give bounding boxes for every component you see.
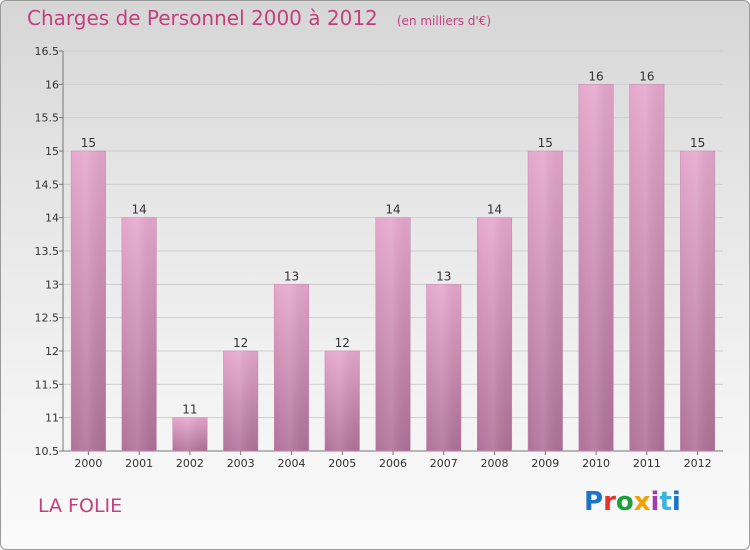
y-tick-label: 11 bbox=[45, 412, 59, 425]
x-tick-label: 2001 bbox=[125, 457, 153, 470]
bar-shine bbox=[375, 217, 411, 451]
y-tick-label: 13 bbox=[45, 278, 59, 291]
x-tick-label: 2007 bbox=[430, 457, 458, 470]
data-label: 13 bbox=[436, 269, 451, 283]
bar-shine bbox=[71, 151, 106, 451]
logo-letter: P bbox=[584, 487, 604, 517]
logo-letter: x bbox=[633, 487, 651, 517]
logo-letter: t bbox=[659, 487, 672, 517]
bar-shine bbox=[477, 217, 512, 451]
data-label: 12 bbox=[233, 336, 248, 350]
bar-shine bbox=[172, 417, 208, 451]
data-label: 14 bbox=[132, 203, 147, 217]
data-label: 12 bbox=[335, 336, 350, 350]
y-tick-label: 14.5 bbox=[35, 178, 60, 191]
x-tick-label: 2000 bbox=[74, 457, 102, 470]
bar-shine bbox=[680, 151, 715, 451]
y-tick-labels: 10.5 11 11.5 12 12.5 13 13.5 14 14.5 15 15.5 16 16.5 bbox=[35, 45, 60, 458]
y-tick-label: 12 bbox=[45, 345, 59, 358]
data-label: 14 bbox=[385, 203, 400, 217]
y-tick-label: 16.5 bbox=[35, 45, 60, 58]
logo-letter: i bbox=[650, 487, 660, 517]
title-row: Charges de Personnel 2000 à 2012 (en mil… bbox=[27, 6, 491, 30]
y-tick-label: 10.5 bbox=[35, 445, 60, 458]
y-tick-label: 16 bbox=[45, 78, 59, 91]
bar-shine bbox=[426, 284, 462, 451]
bar-shine bbox=[274, 284, 309, 451]
chart-subtitle: (en milliers d'€) bbox=[396, 14, 491, 28]
bar-shine bbox=[223, 351, 258, 451]
logo-letter: o bbox=[615, 487, 634, 517]
y-tick-label: 13.5 bbox=[35, 245, 60, 258]
y-tick-label: 15 bbox=[45, 145, 59, 158]
data-label: 16 bbox=[588, 69, 603, 83]
data-labels: 15 14 11 12 13 12 14 13 14 15 16 16 15 bbox=[81, 69, 706, 416]
x-tick-label: 2003 bbox=[227, 457, 255, 470]
chart-title: Charges de Personnel 2000 à 2012 bbox=[27, 6, 378, 30]
x-tick-labels: 2000 2001 2002 2003 2004 2005 2006 2007 2008 2009… bbox=[74, 457, 711, 470]
data-label: 13 bbox=[284, 269, 299, 283]
bar-shine bbox=[629, 84, 665, 451]
data-label: 11 bbox=[182, 403, 197, 417]
proxiti-logo[interactable]: Proxiti bbox=[584, 487, 681, 517]
x-tick-label: 2012 bbox=[684, 457, 712, 470]
logo-letter: r bbox=[603, 487, 616, 517]
x-tick-label: 2011 bbox=[633, 457, 661, 470]
x-tick-label: 2005 bbox=[328, 457, 356, 470]
y-tick-label: 14 bbox=[45, 212, 59, 225]
data-label: 14 bbox=[487, 203, 502, 217]
bar-shine bbox=[121, 217, 157, 451]
x-tick-label: 2006 bbox=[379, 457, 407, 470]
bars bbox=[70, 84, 716, 452]
bar-shine bbox=[528, 151, 563, 451]
y-tick-label: 11.5 bbox=[35, 378, 60, 391]
data-label: 15 bbox=[690, 136, 705, 150]
logo-letter: i bbox=[671, 487, 681, 517]
data-label: 15 bbox=[81, 136, 96, 150]
x-tick-label: 2009 bbox=[531, 457, 559, 470]
bar-shine bbox=[578, 84, 614, 451]
x-tick-label: 2010 bbox=[582, 457, 610, 470]
y-tick-label: 15.5 bbox=[35, 112, 60, 125]
x-tick-label: 2008 bbox=[481, 457, 509, 470]
town-name: LA FOLIE bbox=[38, 495, 123, 517]
x-tick-label: 2004 bbox=[277, 457, 305, 470]
x-tick-label: 2002 bbox=[176, 457, 204, 470]
y-tick-label: 12.5 bbox=[35, 312, 60, 325]
data-label: 15 bbox=[538, 136, 553, 150]
data-label: 16 bbox=[639, 69, 654, 83]
bar-shine bbox=[324, 351, 360, 451]
